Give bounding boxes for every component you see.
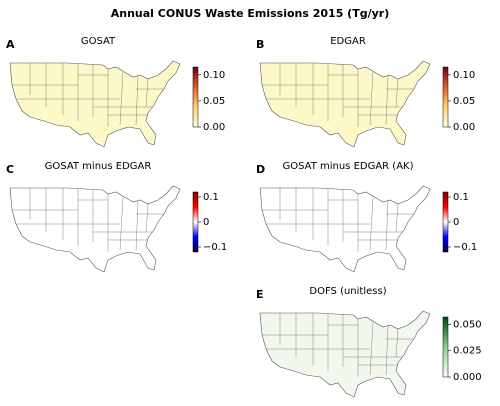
panel-letter: E [256, 288, 264, 301]
panel-title: GOSAT [81, 36, 116, 47]
colorbar-tick-label: 0.10 [453, 70, 475, 81]
colorbar [442, 316, 449, 378]
colorbar-tick-label: 0.1 [453, 192, 469, 203]
map-outline [9, 185, 181, 273]
us-map [259, 185, 431, 273]
colorbar-tick-label: 0.05 [203, 96, 225, 107]
panel-title: DOFS (unitless) [309, 286, 386, 297]
colorbar-tick-label: 0.10 [203, 70, 225, 81]
us-map [259, 310, 431, 398]
panel-letter: A [6, 38, 15, 51]
us-map [259, 60, 431, 148]
map-outline [259, 310, 431, 398]
panel-title: GOSAT minus EDGAR (AK) [282, 161, 413, 172]
colorbar-tick-label: 0.000 [453, 372, 482, 383]
panel-letter: B [256, 38, 264, 51]
colorbar [192, 191, 199, 253]
colorbar-tick-label: 0.00 [453, 122, 475, 133]
colorbar-tick-label: 0.050 [453, 319, 482, 330]
us-map [9, 185, 181, 273]
colorbar-tick-label: 0.05 [453, 96, 475, 107]
colorbar-tick-label: 0 [453, 217, 459, 228]
us-map [9, 60, 181, 148]
colorbar-tick-label: 0.025 [453, 346, 482, 357]
colorbar-tick-label: 0.1 [203, 192, 219, 203]
panel-title: GOSAT minus EDGAR [45, 161, 152, 172]
panel-letter: D [256, 163, 265, 176]
panel-title: EDGAR [330, 36, 366, 47]
figure-title: Annual CONUS Waste Emissions 2015 (Tg/yr… [111, 7, 389, 20]
map-outline [259, 60, 431, 148]
colorbar-tick-label: 0.00 [203, 122, 225, 133]
map-outline [9, 60, 181, 148]
map-outline [259, 185, 431, 273]
colorbar [192, 66, 199, 128]
colorbar-tick-label: −0.1 [453, 242, 477, 253]
colorbar [442, 66, 449, 128]
colorbar-tick-label: −0.1 [203, 242, 227, 253]
colorbar-tick-label: 0 [203, 217, 209, 228]
colorbar [442, 191, 449, 253]
panel-letter: C [6, 163, 14, 176]
